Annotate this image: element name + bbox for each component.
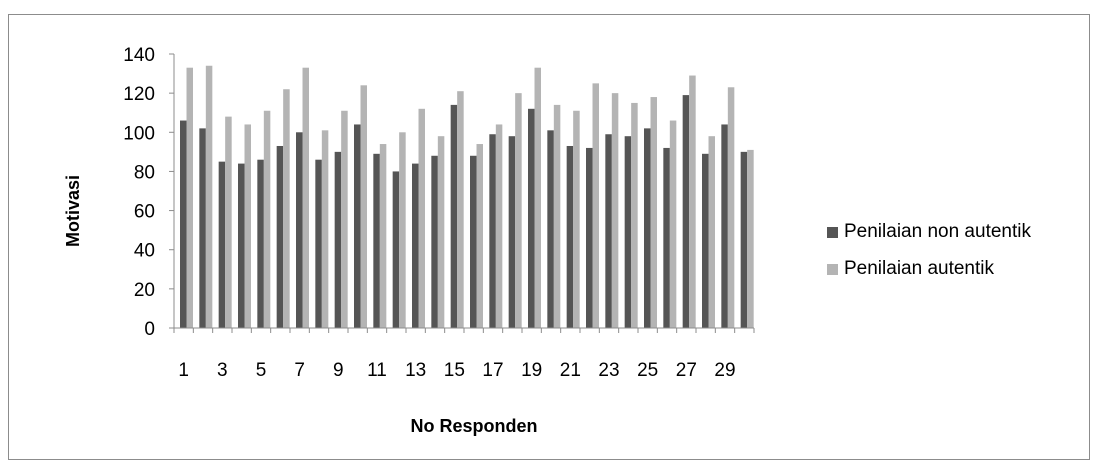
bar-autentik-15 <box>457 91 464 328</box>
x-tick-label: 17 <box>482 360 503 381</box>
x-tick-label: 5 <box>256 360 267 381</box>
bar-autentik-19 <box>534 67 541 328</box>
bars-layer <box>180 65 754 329</box>
bar-autentik-30 <box>747 149 754 328</box>
bar-non-autentik-30 <box>740 151 748 328</box>
bar-non-autentik-23 <box>605 134 612 328</box>
y-tick-label: 100 <box>123 123 155 144</box>
x-tick-label: 29 <box>714 360 735 381</box>
bar-autentik-13 <box>418 108 425 328</box>
x-tick-label: 15 <box>444 360 465 381</box>
x-tick-label: 13 <box>405 360 426 381</box>
bar-non-autentik-15 <box>450 104 458 328</box>
x-tick-label: 21 <box>560 360 581 381</box>
legend-item-autentik: Penilaian autentik <box>827 255 1031 283</box>
bar-non-autentik-12 <box>392 171 400 328</box>
bar-autentik-28 <box>708 136 715 328</box>
bar-autentik-26 <box>669 120 677 328</box>
bar-autentik-1 <box>186 67 193 328</box>
legend-label-autentik: Penilaian autentik <box>844 258 994 279</box>
x-tick-label: 23 <box>598 360 619 381</box>
bar-non-autentik-29 <box>721 124 728 329</box>
chart-area: 0 20 40 60 80 100 120 140 1 3 5 7 9 11 13 15 17 19 21 23 25 2… <box>8 14 1090 460</box>
bar-autentik-3 <box>225 116 232 328</box>
bar-non-autentik-21 <box>566 145 574 328</box>
bar-non-autentik-22 <box>586 147 593 328</box>
bar-autentik-8 <box>321 130 329 328</box>
axes-layer <box>169 53 755 333</box>
x-tick-label: 7 <box>294 360 305 381</box>
x-tick-label: 3 <box>217 360 228 381</box>
bar-non-autentik-14 <box>431 155 438 328</box>
y-tick-label: 60 <box>134 202 155 223</box>
x-tick-label: 27 <box>676 360 697 381</box>
bar-non-autentik-19 <box>528 108 535 328</box>
bar-autentik-11 <box>379 144 387 328</box>
bar-non-autentik-11 <box>373 153 380 328</box>
bar-autentik-5 <box>263 110 271 328</box>
bar-non-autentik-28 <box>702 153 709 328</box>
bar-autentik-22 <box>592 83 599 328</box>
legend-swatch-autentik <box>827 263 838 275</box>
bar-autentik-21 <box>573 110 580 328</box>
y-tick-label: 140 <box>123 45 155 66</box>
x-tick-label: 19 <box>521 360 542 381</box>
bar-autentik-17 <box>495 124 503 329</box>
y-tick-label: 120 <box>123 84 155 105</box>
y-tick-label: 20 <box>134 280 155 301</box>
y-tick-label: 0 <box>144 319 155 340</box>
legend-item-non-autentik: Penilaian non autentik <box>827 218 1031 246</box>
bar-autentik-20 <box>553 104 561 328</box>
x-tick-label: 9 <box>333 360 344 381</box>
bar-non-autentik-1 <box>180 120 187 328</box>
legend: Penilaian non autentik Penilaian autenti… <box>827 218 1031 292</box>
bar-non-autentik-27 <box>682 95 690 328</box>
legend-label-non-autentik: Penilaian non autentik <box>844 221 1031 242</box>
legend-swatch-non-autentik <box>827 226 838 238</box>
bar-non-autentik-25 <box>644 128 651 328</box>
bar-non-autentik-9 <box>334 151 342 328</box>
bar-autentik-10 <box>360 85 367 328</box>
x-tick-label: 25 <box>637 360 658 381</box>
bar-autentik-27 <box>689 75 696 328</box>
bar-autentik-9 <box>341 110 348 328</box>
bar-autentik-18 <box>515 93 522 328</box>
bar-non-autentik-20 <box>547 130 554 328</box>
bar-autentik-14 <box>437 136 445 328</box>
bar-autentik-29 <box>727 87 735 329</box>
y-tick-label: 80 <box>134 162 155 183</box>
bar-non-autentik-7 <box>296 132 303 328</box>
bar-non-autentik-17 <box>489 134 496 328</box>
bar-non-autentik-10 <box>354 124 361 329</box>
bar-autentik-23 <box>611 93 619 328</box>
bar-non-autentik-2 <box>199 128 206 328</box>
x-axis-title: No Responden <box>410 416 537 436</box>
bar-non-autentik-8 <box>315 159 322 328</box>
bar-non-autentik-24 <box>624 136 632 328</box>
y-tick-label: 40 <box>134 241 155 262</box>
bar-non-autentik-3 <box>218 161 226 328</box>
bar-autentik-2 <box>205 65 213 329</box>
bar-non-autentik-13 <box>412 163 419 328</box>
bar-autentik-24 <box>631 102 638 329</box>
bar-autentik-12 <box>399 132 406 328</box>
bar-non-autentik-16 <box>470 155 477 328</box>
bar-non-autentik-18 <box>508 136 516 328</box>
y-axis-title: Motivasi <box>63 175 83 247</box>
x-tick-label: 11 <box>367 360 387 381</box>
bar-autentik-7 <box>302 67 309 328</box>
bar-autentik-6 <box>283 89 290 328</box>
bar-non-autentik-4 <box>238 163 245 328</box>
bar-non-autentik-5 <box>257 159 264 328</box>
x-tick-label: 1 <box>178 360 189 381</box>
bar-autentik-16 <box>476 144 483 328</box>
bar-autentik-4 <box>244 124 251 329</box>
bar-autentik-25 <box>650 97 657 328</box>
bar-non-autentik-26 <box>663 147 670 328</box>
bar-non-autentik-6 <box>276 145 284 328</box>
